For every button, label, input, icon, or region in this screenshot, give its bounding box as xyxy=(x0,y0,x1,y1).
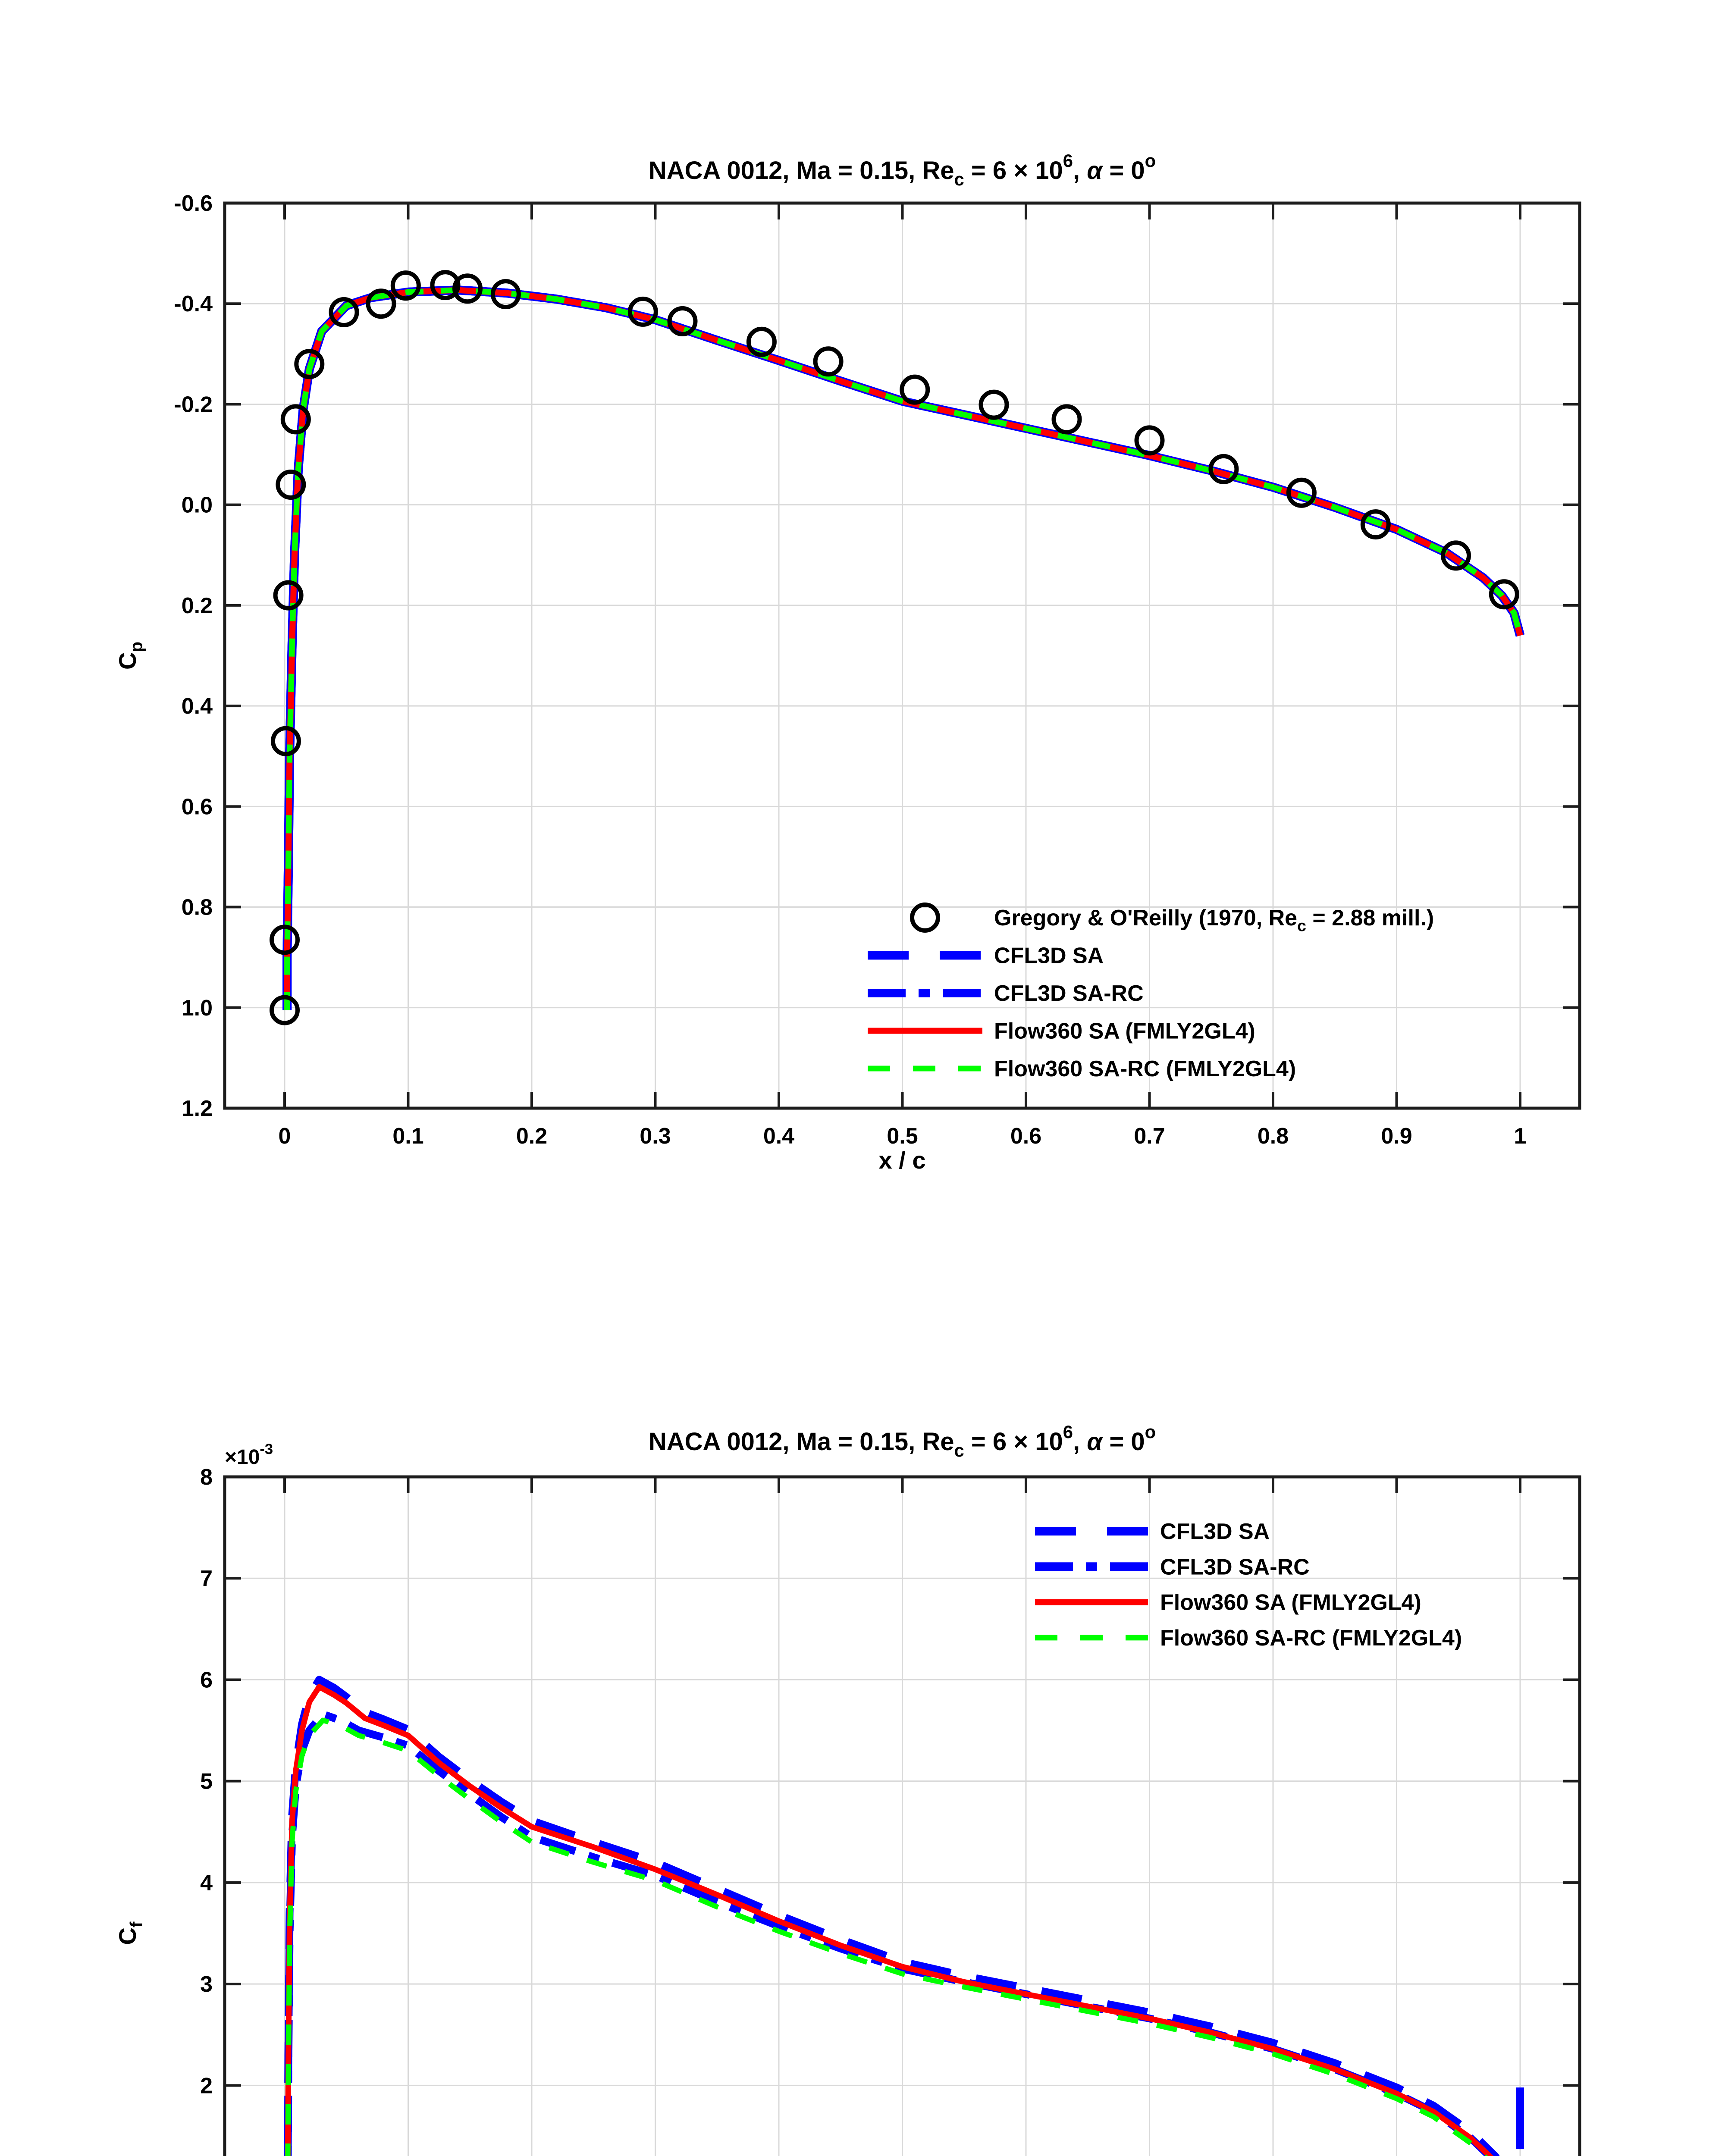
data-marker xyxy=(1134,425,1165,456)
legend-flow360-sa-label: Flow360 SA (FMLY2GL4) xyxy=(1160,1590,1421,1615)
tick-marks xyxy=(225,202,1580,1109)
data-marker xyxy=(273,580,304,611)
data-marker xyxy=(270,726,301,756)
y-tick-label: 4 xyxy=(200,1871,213,1896)
y-tick-label: 1.2 xyxy=(182,1096,213,1121)
y-tick-label: 0.0 xyxy=(182,493,213,518)
y-tick-label: -0.2 xyxy=(174,392,213,417)
data-marker xyxy=(329,297,359,327)
cp-figure: 0 0.1 0.2 0.3 0.4 0.5 0.6 0.7 0.8 0.9 1 -0.6 -0.4 -0.… xyxy=(114,150,1581,1174)
legend: CFL3D SA CFL3D SA-RC Flow360 SA (FMLY2GL4)… xyxy=(1035,1519,1462,1651)
legend-flow360-sa-rc-label: Flow360 SA-RC (FMLY2GL4) xyxy=(1160,1626,1462,1651)
data-marker xyxy=(1051,404,1082,435)
y-tick-label: 3 xyxy=(200,1972,213,1997)
curve-cfl3d-sa xyxy=(284,1676,1524,2156)
y-axis-offset-label: ×10-3 xyxy=(225,1441,273,1469)
data-marker xyxy=(430,270,461,301)
data-marker xyxy=(627,296,658,327)
data-marker xyxy=(294,349,325,379)
y-tick-label: 2 xyxy=(200,2073,213,2098)
data-marker xyxy=(900,374,930,405)
legend-flow360-sa-label: Flow360 SA (FMLY2GL4) xyxy=(994,1019,1255,1044)
curve-cfl3d-sa-rc xyxy=(284,1710,1524,2156)
y-tick-label: 6 xyxy=(200,1667,213,1692)
grid xyxy=(225,1476,1580,2156)
x-tick-label: 0.4 xyxy=(763,1124,794,1149)
data-marker xyxy=(490,279,521,310)
y-tick-label: 0.4 xyxy=(182,694,213,719)
legend-cfl3d-sa-label: CFL3D SA xyxy=(1160,1519,1270,1544)
y-tick-label: 7 xyxy=(200,1566,213,1591)
y-tick-label: 1.0 xyxy=(182,996,213,1021)
x-tick-label: 0.6 xyxy=(1010,1124,1041,1149)
data-marker xyxy=(1286,477,1317,508)
legend-cfl3d-sa-label: CFL3D SA xyxy=(994,943,1104,968)
y-tick-label: 8 xyxy=(200,1465,213,1490)
data-marker xyxy=(1489,579,1519,610)
tick-labels: 00.10.20.30.40.50.60.70.80.91-1012345678 xyxy=(200,1465,213,2098)
data-marker xyxy=(979,389,1009,420)
data-marker xyxy=(276,470,306,500)
curve-flow360-sa-rc xyxy=(285,1717,1488,2156)
x-tick-label: 0 xyxy=(279,1124,291,1149)
data-marker xyxy=(366,288,396,319)
tick-marks xyxy=(225,1476,1580,2087)
y-axis-label: Cp xyxy=(114,642,146,670)
legend: Gregory & O'Reilly (1970, Rec = 2.88 mil… xyxy=(868,903,1434,1081)
legend-gregory-label: Gregory & O'Reilly (1970, Rec = 2.88 mil… xyxy=(994,906,1434,935)
y-tick-label: 0.8 xyxy=(182,895,213,920)
tick-labels: 0 0.1 0.2 0.3 0.4 0.5 0.6 0.7 0.8 0.9 1 -0.6 -0.4 -0.… xyxy=(174,191,1526,1149)
data-marker xyxy=(1360,509,1391,540)
y-tick-label: 5 xyxy=(200,1769,213,1794)
data-marker xyxy=(280,404,311,435)
x-tick-label: 1 xyxy=(1514,1124,1527,1149)
x-tick-label: 0.7 xyxy=(1134,1124,1165,1149)
data-marker xyxy=(667,306,698,336)
legend-marker-sample xyxy=(910,903,940,933)
y-tick-label: -0.4 xyxy=(174,291,213,317)
plot-title: NACA 0012, Ma = 0.15, Rec = 6 × 106, α =… xyxy=(649,1422,1156,1460)
x-tick-label: 0.3 xyxy=(640,1124,671,1149)
x-tick-label: 0.8 xyxy=(1258,1124,1289,1149)
data-marker xyxy=(270,924,300,955)
x-tick-label: 0.5 xyxy=(887,1124,918,1149)
grid xyxy=(225,202,1580,1109)
data-marker xyxy=(270,995,300,1025)
gregory-oreilly-markers xyxy=(270,270,1519,1025)
x-tick-label: 0.9 xyxy=(1381,1124,1412,1149)
y-tick-label: 0.2 xyxy=(182,593,213,618)
legend-cfl3d-sa-rc-label: CFL3D SA-RC xyxy=(1160,1554,1310,1579)
y-tick-label: 0.6 xyxy=(182,794,213,819)
y-axis-label: Cf xyxy=(114,1921,146,1945)
data-marker xyxy=(390,270,421,301)
curve-flow360-sa xyxy=(285,1684,1494,2156)
series xyxy=(284,1676,1524,2156)
data-marker xyxy=(452,273,483,304)
data-marker xyxy=(1441,540,1471,571)
y-tick-label: -0.6 xyxy=(174,191,213,216)
plot-title: NACA 0012, Ma = 0.15, Rec = 6 × 106, α =… xyxy=(649,150,1156,189)
legend-flow360-sa-rc-label: Flow360 SA-RC (FMLY2GL4) xyxy=(994,1056,1296,1081)
x-tick-label: 0.1 xyxy=(392,1124,423,1149)
legend-cfl3d-sa-rc-label: CFL3D SA-RC xyxy=(994,981,1144,1006)
x-tick-label: 0.2 xyxy=(516,1124,547,1149)
data-marker xyxy=(813,346,844,377)
data-marker xyxy=(746,326,777,357)
x-axis-label: x / c xyxy=(879,1147,926,1174)
data-marker xyxy=(1208,454,1239,484)
cf-figure: 00.10.20.30.40.50.60.70.80.91-1012345678… xyxy=(114,1422,1581,2156)
